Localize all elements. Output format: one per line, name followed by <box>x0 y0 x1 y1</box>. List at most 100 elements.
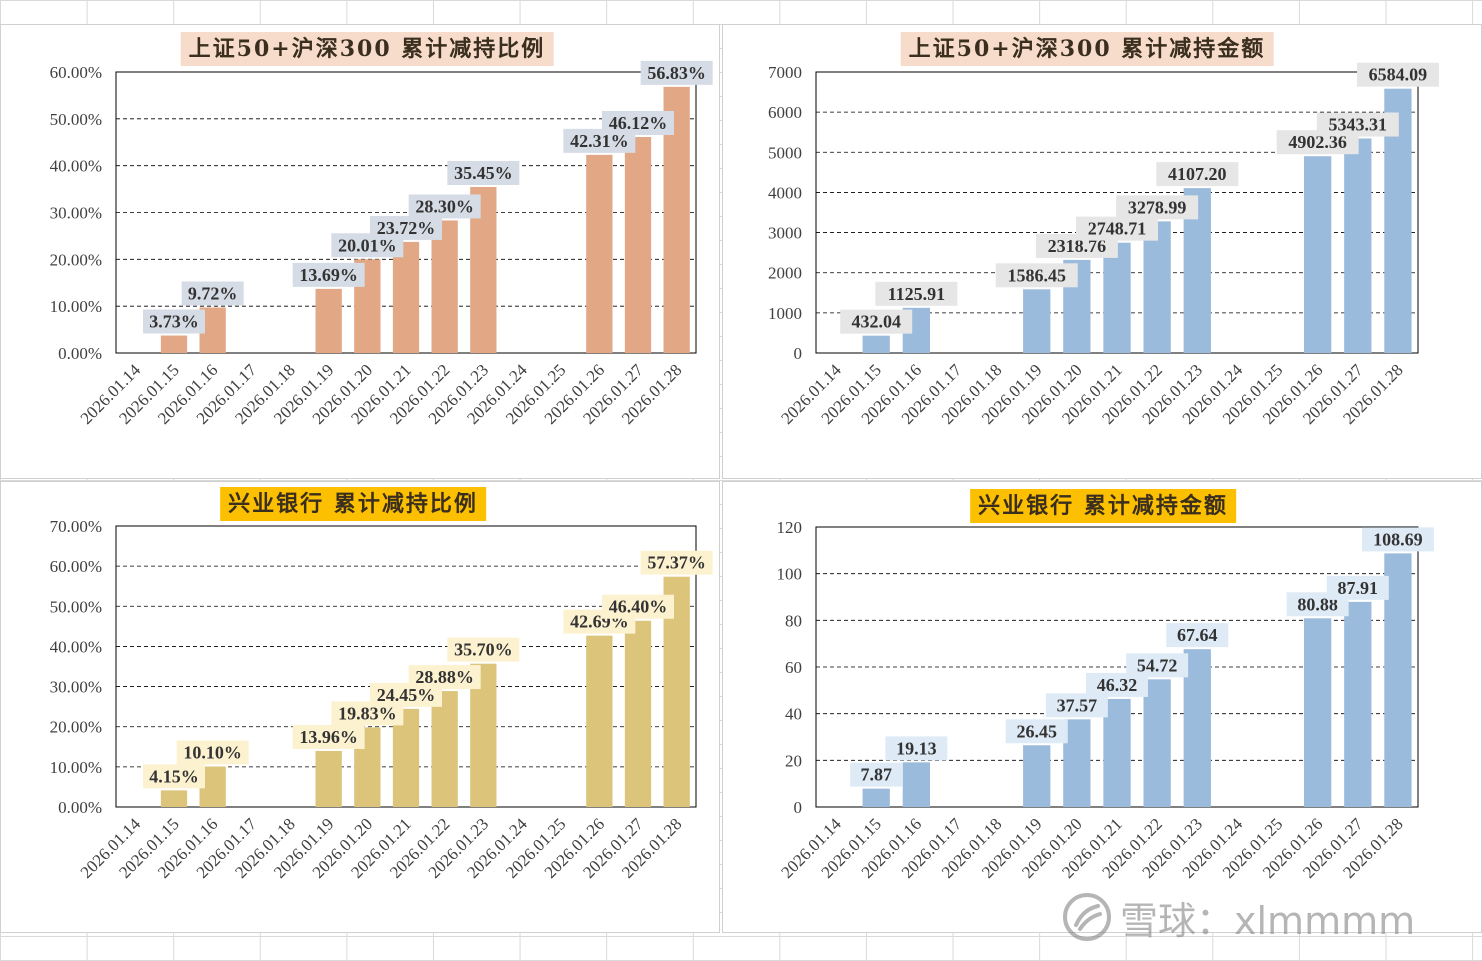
chart-title: 兴业银行 累计减持比例 <box>220 487 486 521</box>
data-label: 46.32 <box>1097 675 1138 695</box>
chart-svg-cib-amount: 0204060801001202026.01.142026.01.152026.… <box>777 518 1434 882</box>
data-label: 1125.91 <box>888 284 946 304</box>
xueqiu-logo-icon <box>1063 893 1111 941</box>
data-label: 1586.45 <box>1007 265 1066 285</box>
data-label: 54.72 <box>1137 655 1178 675</box>
data-label: 19.83% <box>338 703 397 723</box>
y-tick-label: 3000 <box>768 224 802 243</box>
y-tick-label: 10.00% <box>50 758 102 777</box>
bar <box>586 635 613 807</box>
y-tick-label: 50.00% <box>50 597 102 616</box>
bar <box>902 762 930 807</box>
data-label: 87.91 <box>1338 578 1379 598</box>
data-label: 432.04 <box>851 312 901 332</box>
bar <box>586 154 613 353</box>
chart-title: 兴业银行 累计减持金额 <box>970 489 1236 523</box>
data-label: 4902.36 <box>1288 132 1347 152</box>
y-tick-label: 20.00% <box>50 718 102 737</box>
data-label-background <box>1076 216 1158 241</box>
y-tick-label: 80 <box>785 611 802 630</box>
chart-panel-cib-amount[interactable]: 0 20 40 60 80 100 120 2026.01.14 2026.01.15 2026.… <box>722 481 1482 933</box>
data-label: 108.69 <box>1373 529 1423 549</box>
bar <box>624 620 652 807</box>
data-label: 67.64 <box>1177 625 1218 645</box>
data-label: 28.30% <box>415 196 474 216</box>
data-label-background <box>1316 112 1399 137</box>
data-label-background <box>181 281 244 306</box>
bar <box>624 137 652 353</box>
data-label: 42.31% <box>570 131 629 151</box>
data-label: 19.13 <box>896 738 937 758</box>
data-label-background <box>1116 195 1199 220</box>
bar <box>1143 679 1171 807</box>
chart-panel-sz50-hs300-ratio[interactable]: 0.00% 10.00% 20.00% 30.00% 40.00% 50.00% 60.00… <box>0 24 720 479</box>
y-tick-label: 40.00% <box>50 637 102 656</box>
bar <box>431 220 458 353</box>
y-tick-label: 70.00% <box>50 517 102 536</box>
data-label-background <box>840 309 913 334</box>
y-tick-label: 40 <box>785 705 802 724</box>
y-tick-label: 10.00% <box>50 297 102 316</box>
bar <box>1183 649 1211 807</box>
y-tick-label: 1000 <box>768 304 802 323</box>
chart-svg-sz50-hs300-amount: 010002000300040005000600070002026.01.142… <box>768 62 1439 428</box>
data-label: 24.45% <box>377 685 436 705</box>
data-label-background <box>1361 527 1434 552</box>
data-label: 28.88% <box>415 667 474 687</box>
y-tick-label: 60.00% <box>50 63 102 82</box>
y-tick-label: 5000 <box>768 143 802 162</box>
data-label: 4107.20 <box>1168 164 1227 184</box>
data-label-background <box>1166 623 1229 648</box>
y-tick-label: 20.00% <box>50 250 102 269</box>
data-label-background <box>640 550 713 575</box>
chart-svg-cib-ratio: 0.00% 10.00% 20.00% 30.00% 40.00% 50.00% 60.00… <box>50 517 713 882</box>
data-label-background <box>176 740 249 765</box>
data-label-background <box>602 594 674 619</box>
bar <box>160 790 188 807</box>
data-label-background <box>408 194 481 219</box>
y-tick-label: 30.00% <box>50 204 102 223</box>
data-label: 57.37% <box>647 553 706 573</box>
data-label: 13.69% <box>299 265 358 285</box>
chart-panel-sz50-hs300-amount[interactable]: 0 1000 2000 3000 4000 5000 6000 7000 2026.01.14 2… <box>722 24 1482 479</box>
data-label-background <box>875 281 958 306</box>
data-label: 10.10% <box>183 742 242 762</box>
data-label-background <box>1326 575 1389 600</box>
bar <box>1103 242 1131 353</box>
data-label-background <box>1005 719 1068 744</box>
bar <box>1023 289 1051 353</box>
bar <box>1384 553 1412 807</box>
data-label: 3278.99 <box>1128 197 1187 217</box>
data-label-background <box>850 762 903 787</box>
watermark-text: 雪球：xlmmmm <box>1120 898 1416 943</box>
data-label-background <box>408 665 481 690</box>
y-tick-label: 60 <box>785 658 802 677</box>
bar <box>862 788 890 807</box>
y-tick-label: 60.00% <box>50 557 102 576</box>
data-label-background <box>995 263 1078 288</box>
chart-panel-cib-ratio[interactable]: 0.00% 10.00% 20.00% 30.00% 40.00% 50.00% 60.00… <box>0 481 720 933</box>
y-tick-label: 6000 <box>768 103 802 122</box>
data-label: 37.57 <box>1057 695 1098 715</box>
bar <box>1304 618 1332 807</box>
data-label-background <box>640 60 713 85</box>
data-label: 13.96% <box>299 727 358 747</box>
data-label: 5343.31 <box>1329 115 1388 135</box>
bar <box>1344 601 1372 807</box>
data-label-background <box>143 309 205 334</box>
data-label: 7.87 <box>860 765 892 785</box>
data-label-background <box>602 111 674 136</box>
y-tick-label: 0.00% <box>58 798 102 817</box>
bar <box>1143 221 1171 353</box>
data-label-background <box>447 160 520 185</box>
y-tick-label: 0 <box>794 798 803 817</box>
bar <box>1103 698 1131 807</box>
data-label: 2318.76 <box>1048 236 1107 256</box>
data-label-background <box>1156 162 1239 187</box>
y-tick-label: 4000 <box>768 183 802 202</box>
data-label: 23.72% <box>377 218 436 238</box>
bar <box>1304 156 1332 353</box>
y-tick-label: 40.00% <box>50 157 102 176</box>
data-label: 9.72% <box>188 283 238 303</box>
data-label: 35.70% <box>454 640 513 660</box>
